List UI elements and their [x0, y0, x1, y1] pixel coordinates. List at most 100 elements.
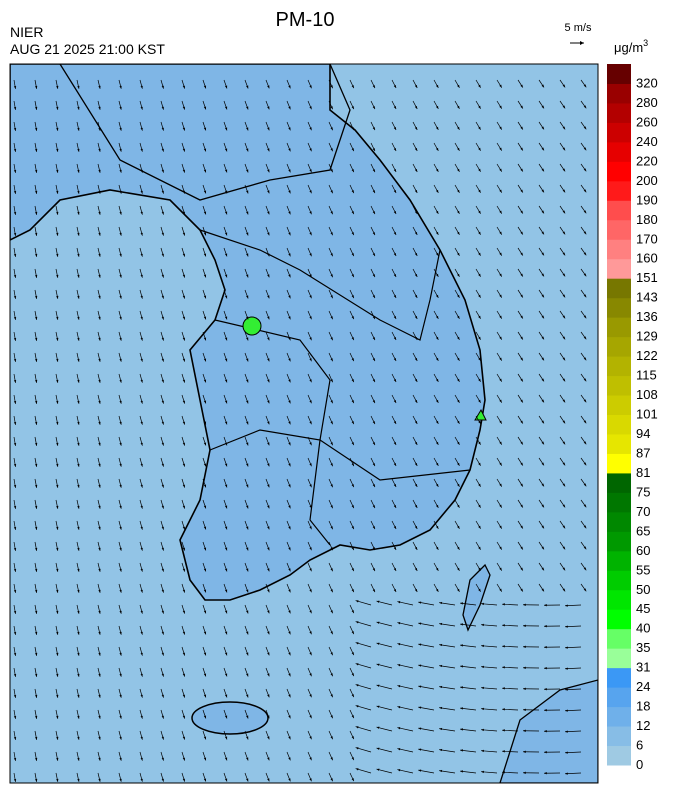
- wind-arrow-head: [98, 421, 101, 425]
- wind-arrow-head: [119, 568, 122, 572]
- wind-arrow-head: [119, 400, 122, 404]
- wind-arrow-head: [478, 168, 481, 172]
- wind-arrow-head: [56, 190, 59, 194]
- colorbar-swatch: [607, 180, 631, 201]
- wind-arrow-head: [330, 736, 333, 740]
- wind-arrow-head: [267, 274, 270, 278]
- wind-arrow-head: [77, 274, 80, 278]
- colorbar-label: 115: [636, 368, 657, 383]
- wind-arrow-head: [13, 274, 17, 278]
- wind-arrow-head: [140, 526, 143, 530]
- wind-arrow-head: [77, 463, 80, 467]
- wind-arrow-head: [34, 400, 38, 404]
- colorbar-swatch: [607, 317, 631, 338]
- wind-arrow-head: [246, 169, 249, 173]
- wind-arrow-head: [520, 294, 523, 298]
- map-frame: [9, 63, 599, 784]
- wind-arrow-head: [13, 778, 17, 782]
- wind-arrow-head: [203, 211, 207, 215]
- wind-arrow-head: [351, 421, 354, 425]
- wind-arrow-head: [481, 707, 484, 711]
- colorbar-label: 35: [636, 640, 650, 655]
- colorbar-swatch: [607, 258, 631, 279]
- wind-arrow-head: [203, 421, 207, 425]
- wind-arrow-head: [267, 211, 270, 215]
- wind-arrow-head: [34, 337, 38, 341]
- wind-arrow-head: [98, 526, 101, 530]
- colorbar-swatch: [607, 200, 631, 221]
- wind-arrow-head: [246, 106, 249, 110]
- wind-arrow-head: [583, 483, 587, 487]
- colorbar-label: 45: [636, 601, 650, 616]
- wind-arrow-head: [246, 85, 249, 89]
- wind-arrow-head: [523, 687, 526, 690]
- colorbar-swatch: [607, 589, 631, 610]
- wind-arrow-head: [288, 568, 291, 572]
- wind-arrow-head: [246, 610, 249, 614]
- wind-arrow-head: [520, 336, 523, 340]
- wind-arrow-head: [309, 568, 312, 572]
- wind-arrow-head: [161, 358, 164, 362]
- wind-arrow-head: [288, 148, 291, 152]
- wind-arrow-head: [330, 148, 333, 152]
- wind-arrow-head: [288, 274, 291, 278]
- wind-arrow-head: [351, 211, 354, 215]
- wind-arrow-head: [502, 624, 505, 627]
- wind-arrow-head: [583, 441, 587, 445]
- wind-arrow-head: [414, 525, 418, 529]
- wind-arrow-head: [583, 504, 587, 508]
- wind-arrow-head: [351, 169, 354, 173]
- wind-arrow-head: [161, 778, 164, 782]
- wind-arrow-head: [330, 442, 333, 446]
- wind-arrow-head: [478, 336, 481, 340]
- wind-arrow-head: [98, 358, 101, 362]
- wind-arrow-head: [13, 358, 17, 362]
- wind-arrow-head: [499, 294, 502, 298]
- wind-arrow-head: [376, 600, 380, 603]
- wind-arrow-head: [330, 463, 333, 467]
- wind-arrow-head: [288, 211, 291, 215]
- wind-arrow-head: [460, 665, 463, 668]
- wind-arrow-head: [203, 694, 207, 698]
- wind-arrow-head: [56, 442, 59, 446]
- wind-arrow-head: [182, 85, 185, 89]
- wind-arrow-head: [182, 358, 185, 362]
- wind-arrow-head: [435, 294, 439, 298]
- wind-arrow-head: [414, 84, 418, 88]
- wind-arrow-head: [77, 106, 80, 110]
- wind-arrow-head: [309, 673, 312, 677]
- wind-arrow-head: [562, 378, 566, 382]
- wind-arrow-head: [224, 127, 228, 131]
- wind-arrow-head: [583, 399, 587, 403]
- wind-arrow-head: [13, 400, 17, 404]
- wind-arrow-head: [393, 232, 397, 236]
- wind-arrow-head: [56, 358, 59, 362]
- datetime: AUG 21 2025 21:00 KST: [10, 41, 165, 57]
- wind-arrow-head: [288, 85, 291, 89]
- wind-arrow-head: [224, 652, 228, 656]
- wind-arrow-head: [182, 694, 185, 698]
- wind-arrow-head: [267, 589, 270, 593]
- wind-arrow-head: [502, 729, 505, 732]
- wind-arrow-head: [544, 688, 547, 691]
- wind-arrow-head: [13, 568, 17, 572]
- wind-arrow-head: [34, 589, 38, 593]
- wind-arrow-head: [161, 106, 164, 110]
- wind-arrow-head: [439, 727, 443, 731]
- wind-arrow-head: [520, 525, 523, 529]
- wind-arrow-head: [460, 623, 463, 626]
- wind-arrow-head: [330, 106, 333, 110]
- wind-arrow-head: [288, 232, 291, 236]
- wind-arrow-head: [161, 652, 164, 656]
- wind-arrow-head: [478, 441, 481, 445]
- wind-arrow-head: [457, 441, 460, 445]
- colorbar: 0 6 12 18 24 31 35 40 45 50 55 60 65 70 75 81 87 94 101 108…: [607, 64, 658, 772]
- wind-arrow-head: [457, 84, 460, 88]
- wind-arrow-head: [119, 652, 122, 656]
- wind-arrow-head: [309, 652, 312, 656]
- wind-arrow-head: [520, 252, 523, 256]
- wind-arrow-head: [203, 295, 207, 299]
- wind-arrow-head: [351, 526, 354, 530]
- wind-arrow-head: [309, 694, 312, 698]
- wind-arrow-head: [288, 505, 291, 509]
